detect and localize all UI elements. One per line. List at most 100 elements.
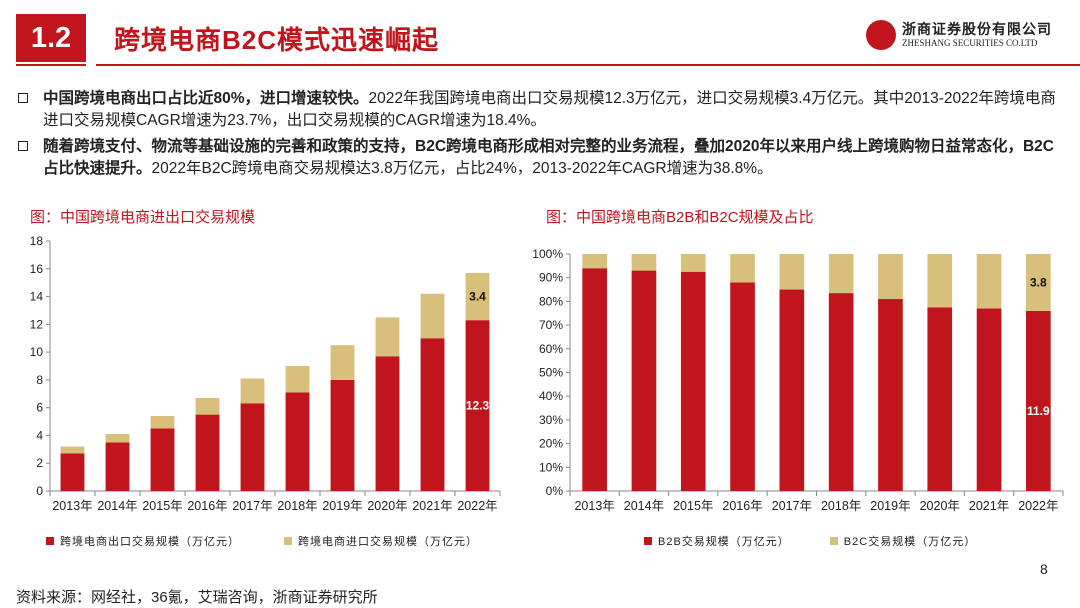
y-tick-label: 90%: [539, 271, 563, 285]
x-tick-label: 2013年: [52, 499, 92, 513]
bar-segment-chart1-series1: [631, 254, 657, 271]
data-label: 3.8: [1030, 275, 1047, 289]
y-tick-label: 20%: [539, 437, 563, 451]
legend-label-import: 跨境电商进口交易规模（万亿元）: [298, 536, 478, 548]
bar-segment-chart0-series1: [465, 272, 490, 321]
bar-segment-chart1-series0: [680, 271, 706, 491]
y-tick-label: 6: [36, 401, 43, 415]
bar-segment-chart0-series0: [195, 414, 220, 491]
legend-label-b2b: B2B交易规模（万亿元）: [658, 536, 790, 548]
source-note: 资料来源：网经社，36氪，艾瑞咨询，浙商证券研究所: [16, 589, 378, 606]
x-tick-label: 2020年: [920, 499, 960, 513]
legend-label-export: 跨境电商出口交易规模（万亿元）: [60, 536, 240, 548]
data-label: 12.3: [466, 399, 490, 413]
bar-segment-chart1-series1: [582, 254, 607, 269]
bullet-text: 2022年我国跨境电商出口交易规模12.3万亿元，进口交易规模3.4万亿元。其中…: [43, 90, 1056, 129]
x-tick-label: 2014年: [97, 499, 137, 513]
x-tick-label: 2022年: [1018, 499, 1058, 513]
header-divider-left: [16, 64, 86, 66]
legend-swatch-b2c: [829, 537, 838, 545]
page-title: 跨境电商B2C模式迅速崛起: [114, 25, 440, 55]
x-tick-label: 2015年: [142, 499, 182, 513]
section-number: 1.2: [16, 14, 86, 62]
y-tick-label: 10%: [539, 460, 563, 474]
page-number: 8: [1040, 561, 1048, 577]
square-bullet-icon: [18, 93, 28, 103]
chart-title-right: 图：中国跨境电商B2B和B2C规模及占比: [546, 209, 814, 226]
x-tick-label: 2020年: [367, 499, 407, 513]
y-tick-label: 0%: [546, 484, 564, 498]
bar-segment-chart0-series0: [375, 356, 400, 491]
logo-company-name-en: ZHESHANG SECURITIES CO.LTD: [902, 38, 1038, 48]
square-bullet-icon: [18, 141, 28, 151]
x-tick-label: 2014年: [624, 499, 664, 513]
data-label: 11.9: [1027, 404, 1050, 418]
bar-segment-chart1-series1: [680, 254, 706, 272]
bar-segment-chart0-series1: [60, 446, 85, 454]
bar-segment-chart0-series0: [60, 453, 85, 491]
x-tick-label: 2022年: [457, 499, 497, 513]
x-tick-label: 2021年: [969, 499, 1009, 513]
chart-legend-left: 跨境电商出口交易规模（万亿元） 跨境电商进口交易规模（万亿元）: [46, 533, 478, 549]
bar-segment-chart0-series0: [420, 338, 445, 491]
legend-swatch-export: [46, 537, 54, 545]
y-tick-label: 14: [30, 290, 44, 304]
bar-segment-chart0-series0: [285, 392, 310, 491]
x-tick-label: 2018年: [277, 499, 317, 513]
bullet-list: 中国跨境电商出口占比近80%，进口增速较快。2022年我国跨境电商出口交易规模1…: [16, 88, 1066, 184]
chart-title-left: 图：中国跨境电商进出口交易规模: [30, 209, 256, 226]
bar-segment-chart1-series0: [927, 307, 953, 491]
y-tick-label: 30%: [539, 413, 563, 427]
y-tick-label: 40%: [539, 389, 563, 403]
bar-segment-chart1-series1: [779, 254, 805, 290]
bar-segment-chart1-series0: [976, 308, 1002, 491]
bar-segment-chart0-series1: [330, 345, 355, 380]
bar-segment-chart1-series0: [1026, 310, 1051, 491]
legend-label-b2c: B2C交易规模（万亿元）: [843, 536, 977, 548]
bar-segment-chart0-series0: [330, 379, 355, 491]
bar-segment-chart1-series1: [976, 254, 1002, 309]
legend-swatch-import: [284, 537, 292, 545]
x-tick-label: 2019年: [322, 499, 362, 513]
y-tick-label: 10: [30, 345, 44, 359]
chart-legend-right: B2B交易规模（万亿元） B2C交易规模（万亿元）: [644, 533, 976, 549]
import-export-chart: 0 2 4 6 8 10 12 14 16 18 2013年 2014年 2015年 2016年 2017年…: [30, 234, 501, 513]
bar-segment-chart1-series0: [730, 282, 755, 491]
logo-emblem-icon: [866, 20, 896, 50]
bullet-item: 中国跨境电商出口占比近80%，进口增速较快。2022年我国跨境电商出口交易规模1…: [16, 88, 1066, 132]
bar-segment-chart0-series1: [240, 378, 265, 404]
bullet-heading: 随着跨境支付、物流等基础设施的完善和政策的支持，B2C跨境电商形成相对完整的业务…: [43, 138, 1055, 177]
x-tick-label: 2016年: [722, 499, 762, 513]
bar-segment-chart0-series1: [150, 416, 175, 429]
y-tick-label: 80%: [539, 294, 563, 308]
bar-segment-chart1-series1: [878, 254, 903, 300]
x-tick-label: 2017年: [772, 499, 812, 513]
y-tick-label: 18: [30, 234, 44, 248]
bar-segment-chart0-series1: [285, 366, 310, 393]
y-tick-label: 4: [36, 428, 43, 442]
bar-segment-chart1-series1: [730, 254, 755, 283]
bar-segment-chart0-series1: [420, 293, 445, 339]
y-tick-label: 50%: [539, 366, 563, 380]
data-label: 3.4: [469, 290, 486, 304]
bar-segment-chart0-series1: [375, 317, 400, 357]
y-tick-label: 2: [36, 456, 43, 470]
bar-segment-chart1-series0: [582, 268, 607, 491]
x-tick-label: 2021年: [412, 499, 452, 513]
bar-segment-chart1-series0: [878, 299, 903, 491]
bar-segment-chart0-series1: [105, 434, 130, 443]
bullet-item: 随着跨境支付、物流等基础设施的完善和政策的支持，B2C跨境电商形成相对完整的业务…: [16, 136, 1066, 180]
x-tick-label: 2015年: [673, 499, 713, 513]
bar-segment-chart1-series1: [1026, 254, 1051, 311]
logo-company-name: 浙商证券股份有限公司: [902, 21, 1052, 37]
header-divider: [96, 64, 1080, 66]
y-tick-label: 16: [30, 262, 44, 276]
legend-swatch-b2b: [644, 537, 652, 545]
bar-segment-chart1-series0: [828, 293, 854, 491]
bar-segment-chart1-series1: [927, 254, 953, 308]
bar-segment-chart0-series1: [195, 397, 220, 415]
bullet-heading: 中国跨境电商出口占比近80%，进口增速较快。: [43, 90, 369, 107]
bar-segment-chart0-series0: [150, 428, 175, 491]
y-tick-label: 60%: [539, 342, 563, 356]
y-tick-label: 12: [30, 317, 44, 331]
